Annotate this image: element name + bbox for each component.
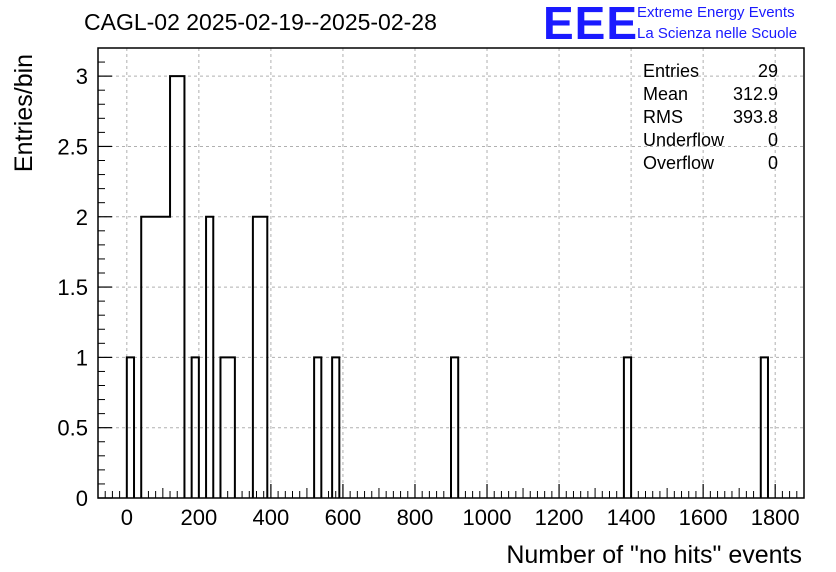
x-tick-label: 1200 bbox=[535, 505, 584, 530]
stat-label: RMS bbox=[643, 107, 683, 127]
stat-label: Entries bbox=[643, 61, 699, 81]
chart-title: CAGL-02 2025-02-19--2025-02-28 bbox=[84, 9, 437, 35]
x-tick-label: 0 bbox=[121, 505, 133, 530]
logo-text-line2: La Scienza nelle Scuole bbox=[637, 25, 798, 42]
stat-value: 0 bbox=[768, 153, 778, 173]
y-axis-label: Entries/bin bbox=[10, 54, 38, 172]
x-tick-label: 1000 bbox=[463, 505, 512, 530]
x-tick-label: 600 bbox=[325, 505, 362, 530]
y-tick-label: 0.5 bbox=[57, 416, 88, 441]
stat-value: 0 bbox=[768, 130, 778, 150]
stat-value: 29 bbox=[758, 61, 778, 81]
y-tick-label: 2 bbox=[76, 205, 88, 230]
axis-ticks bbox=[98, 47, 798, 499]
stats-box: Entries 29 Mean 312.9 RMS 393.8 Underflow 0 Over… bbox=[643, 61, 778, 173]
eee-logo-mark: EEE bbox=[543, 0, 639, 49]
stat-label: Overflow bbox=[643, 153, 715, 173]
stat-label: Mean bbox=[643, 84, 688, 104]
eee-logo: EEE Extreme Energy Events La Scienza nel… bbox=[543, 0, 833, 49]
stat-label: Underflow bbox=[643, 130, 725, 150]
x-tick-label: 1600 bbox=[679, 505, 728, 530]
y-tick-label: 3 bbox=[76, 64, 88, 89]
stat-value: 393.8 bbox=[733, 107, 778, 127]
y-tick-label: 0 bbox=[76, 486, 88, 511]
x-tick-label: 800 bbox=[397, 505, 434, 530]
stat-value: 312.9 bbox=[733, 84, 778, 104]
logo-text-line1: Extreme Energy Events bbox=[637, 4, 795, 21]
x-tick-label: 1400 bbox=[607, 505, 656, 530]
x-axis-label: Number of "no hits" events bbox=[506, 541, 802, 569]
histogram-outline bbox=[125, 75, 769, 498]
x-tick-label: 400 bbox=[253, 505, 290, 530]
x-tick-label: 200 bbox=[180, 505, 217, 530]
y-tick-label: 1 bbox=[76, 345, 88, 370]
y-tick-label: 1.5 bbox=[57, 275, 88, 300]
x-tick-label: 1800 bbox=[751, 505, 800, 530]
y-tick-label: 2.5 bbox=[57, 134, 88, 159]
tick-labels: 0 200 400 600 800 1000 1200 1400 1600 180000.511.… bbox=[57, 64, 799, 530]
